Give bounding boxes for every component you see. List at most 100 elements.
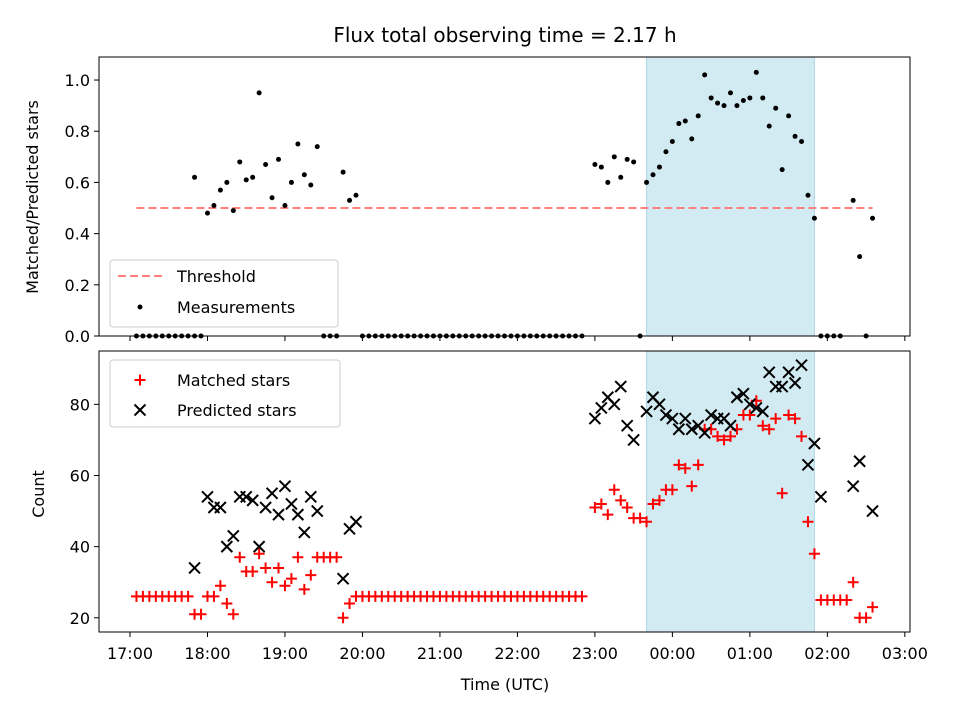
x-tick-label: 03:00: [882, 644, 928, 663]
measurement-point: [702, 72, 708, 78]
matched-star-marker: [692, 459, 704, 471]
matched-star-marker: [279, 580, 291, 592]
top-y-tick-label: 0.6: [65, 173, 90, 192]
matched-star-marker: [647, 498, 659, 510]
measurement-point: [734, 103, 740, 109]
measurement-point: [870, 215, 876, 221]
measurement-point: [204, 210, 210, 216]
predicted-star-marker: [298, 526, 311, 539]
x-tick-label: 21:00: [417, 644, 463, 663]
predicted-star-marker: [214, 501, 227, 514]
predicted-star-marker: [685, 423, 698, 436]
matched-star-marker: [789, 413, 801, 425]
legend-threshold-label: Threshold: [176, 267, 256, 286]
matched-star-marker: [214, 580, 226, 592]
matched-star-marker: [608, 484, 620, 496]
bottom-y-tick-label: 60: [70, 466, 90, 485]
predicted-star-marker: [737, 387, 750, 400]
legend-matched-label: Matched stars: [177, 371, 290, 390]
observing-window-band: [646, 56, 815, 337]
matched-star-marker: [602, 509, 614, 521]
measurement-point: [353, 192, 359, 198]
predicted-star-marker: [814, 490, 828, 504]
matched-star-marker: [195, 608, 207, 620]
measurement-point: [760, 95, 766, 101]
predicted-star-marker: [278, 479, 292, 493]
matched-star-marker: [285, 573, 297, 585]
top-y-tick-label: 0.4: [65, 225, 90, 244]
top-y-axis-label: Matched/Predicted stars: [23, 100, 42, 294]
top-y-tick-label: 0.8: [65, 122, 90, 141]
predicted-star-marker: [259, 501, 272, 514]
predicted-star-marker: [285, 497, 298, 511]
x-tick-label: 22:00: [494, 644, 540, 663]
predicted-star-marker: [763, 366, 776, 379]
measurement-point: [631, 159, 637, 165]
predicted-star-marker: [698, 426, 711, 440]
legend-measurements-swatch: [137, 304, 143, 310]
predicted-star-marker: [227, 529, 240, 543]
measurement-point: [592, 162, 598, 168]
measurement-point: [276, 156, 282, 162]
matched-star-marker: [253, 548, 265, 560]
measurement-point: [192, 174, 198, 180]
matched-star-marker: [653, 494, 665, 506]
measurement-point: [624, 156, 630, 162]
measurement-point: [786, 113, 792, 119]
measurement-point: [656, 164, 662, 170]
predicted-star-marker: [627, 433, 640, 447]
measurement-point: [250, 174, 256, 180]
measurement-point: [217, 187, 223, 193]
measurement-point: [663, 149, 669, 155]
measurement-point: [224, 179, 230, 185]
measurement-point: [269, 195, 275, 201]
x-tick-label: 19:00: [262, 644, 308, 663]
predicted-star-marker: [291, 508, 305, 521]
predicted-star-marker: [775, 380, 789, 393]
predicted-star-marker: [659, 408, 673, 422]
measurement-point: [850, 197, 856, 203]
predicted-star-marker: [640, 405, 653, 418]
predicted-star-marker: [595, 401, 608, 415]
x-tick-label: 17:00: [107, 644, 153, 663]
measurement-point: [792, 133, 798, 139]
x-tick-label: 23:00: [572, 644, 618, 663]
matched-star-marker: [724, 430, 736, 442]
predicted-star-marker: [311, 504, 324, 518]
predicted-star-marker: [782, 366, 795, 379]
chart-title: Flux total observing time = 2.17 h: [333, 23, 676, 47]
measurement-point: [715, 100, 721, 106]
matched-star-marker: [292, 551, 304, 563]
matched-star-marker: [247, 566, 259, 578]
measurement-point: [676, 121, 682, 127]
predicted-star-marker: [188, 561, 201, 575]
measurement-point: [256, 90, 262, 96]
measurement-point: [857, 254, 863, 260]
matched-star-marker: [783, 409, 795, 421]
measurement-point: [695, 113, 701, 119]
predicted-star-marker: [620, 419, 634, 432]
predicted-star-marker: [743, 398, 757, 411]
top-y-tick-label: 0.0: [65, 327, 90, 346]
matched-star-marker: [808, 548, 820, 560]
matched-star-marker: [867, 601, 879, 613]
measurement-point: [669, 138, 675, 144]
predicted-star-marker: [608, 398, 621, 411]
measurement-point: [740, 98, 746, 104]
predicted-star-marker: [201, 490, 214, 504]
predicted-star-marker: [795, 359, 808, 372]
legend-measurements-label: Measurements: [177, 298, 295, 317]
measurement-point: [308, 182, 314, 188]
matched-star-marker: [344, 598, 356, 610]
predicted-star-marker: [246, 494, 259, 507]
predicted-star-marker: [788, 376, 802, 390]
measurement-point: [611, 154, 617, 160]
matched-star-marker: [227, 608, 239, 620]
observing-window-band: [646, 350, 815, 633]
matched-star-marker: [847, 576, 859, 588]
matched-star-marker: [576, 590, 588, 602]
matched-star-marker: [770, 413, 782, 425]
predicted-star-marker: [304, 490, 317, 504]
matched-star-marker: [337, 612, 349, 624]
predicted-star-marker: [614, 380, 627, 393]
